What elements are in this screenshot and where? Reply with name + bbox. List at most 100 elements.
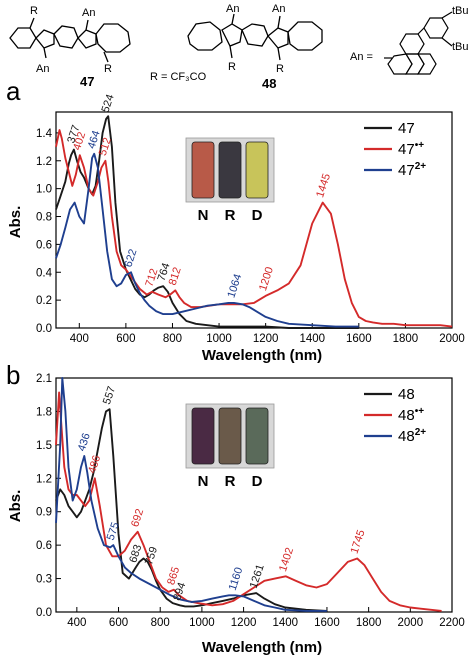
bond bbox=[103, 51, 109, 63]
peak-label: 1200 bbox=[257, 265, 276, 292]
ring bbox=[95, 23, 131, 53]
y-tick-label: 0.3 bbox=[36, 574, 52, 586]
peak-label: 486 bbox=[86, 454, 103, 475]
ring bbox=[423, 17, 449, 39]
ring bbox=[187, 21, 223, 51]
y-tick-label: 1.4 bbox=[36, 128, 53, 140]
legend-entry: 48•+ bbox=[398, 406, 424, 424]
axes: 400 600 800 1000 1200 1400 1600 1800 2000 0.0 0.2 0… bbox=[36, 111, 465, 345]
ring bbox=[53, 25, 79, 49]
peak-label: 575 bbox=[105, 521, 122, 542]
y-tick-label: 1.2 bbox=[36, 473, 52, 485]
structure-47-substituent: An bbox=[36, 63, 49, 75]
peak-label: 1160 bbox=[227, 566, 246, 592]
bond bbox=[441, 11, 453, 19]
legend-entry: 47•+ bbox=[398, 140, 424, 158]
x-tick-label: 400 bbox=[70, 333, 89, 345]
peak-label: 1064 bbox=[225, 272, 244, 299]
x-tick-label: 1200 bbox=[253, 333, 279, 345]
vial bbox=[245, 141, 269, 199]
x-axis-label-b: Wavelength (nm) bbox=[202, 639, 322, 656]
ring bbox=[241, 23, 269, 47]
vial-label: D bbox=[252, 207, 263, 224]
y-axis-label-b: Abs. bbox=[7, 490, 24, 523]
y-tick-label: 0.4 bbox=[36, 267, 53, 279]
x-tick-label: 2000 bbox=[398, 617, 424, 629]
x-tick-label: 2200 bbox=[439, 617, 465, 629]
x-tick-label: 1200 bbox=[231, 617, 257, 629]
peak-label: 377 bbox=[65, 124, 82, 145]
structure-47-substituent: R bbox=[30, 5, 38, 17]
peak-label: 524 bbox=[100, 93, 117, 114]
x-tick-label: 800 bbox=[163, 333, 182, 345]
structure-48 bbox=[187, 13, 323, 61]
plot-frame bbox=[55, 111, 453, 329]
y-tick-label: 1.5 bbox=[36, 440, 52, 452]
series-line-3 bbox=[55, 152, 359, 328]
bond bbox=[43, 47, 47, 59]
an-label: An = bbox=[350, 51, 373, 63]
x-tick-label: 1000 bbox=[206, 333, 232, 345]
legend-entry: 48 bbox=[398, 386, 415, 403]
peak-label: 894 bbox=[171, 581, 188, 602]
peak-label: 436 bbox=[76, 432, 93, 453]
x-tick-label: 1600 bbox=[346, 333, 372, 345]
x-tick-label: 400 bbox=[67, 617, 86, 629]
bond bbox=[29, 17, 35, 29]
legend: 48 48•+ 482+ bbox=[364, 386, 426, 445]
series-layer bbox=[55, 377, 442, 612]
axes: 400 600 800 1000 1200 1400 1600 1800 2000 2200 0.0… bbox=[36, 373, 465, 629]
x-tick-label: 1800 bbox=[356, 617, 382, 629]
x-tick-label: 1400 bbox=[272, 617, 298, 629]
ring bbox=[35, 29, 55, 49]
legend: 47 47•+ 472+ bbox=[364, 120, 426, 179]
bond bbox=[85, 19, 89, 31]
vial bbox=[191, 141, 215, 199]
peak-label: 557 bbox=[101, 385, 118, 406]
x-tick-label: 1600 bbox=[314, 617, 340, 629]
peak-label: 1745 bbox=[349, 528, 368, 555]
peak-label: 622 bbox=[122, 248, 139, 269]
x-tick-label: 1400 bbox=[299, 333, 325, 345]
y-tick-label: 0.2 bbox=[36, 295, 52, 307]
peak-label: 759 bbox=[143, 545, 160, 566]
structure-48-substituent: R bbox=[276, 63, 284, 75]
panel-b: 400 600 800 1000 1200 1400 1600 1800 2000 2200 0.0… bbox=[36, 373, 465, 629]
peak-label: 1445 bbox=[314, 172, 333, 199]
series-layer bbox=[55, 115, 453, 329]
peak-label: 464 bbox=[86, 129, 103, 150]
peak-label: 692 bbox=[129, 507, 146, 528]
plot-frame bbox=[55, 377, 453, 613]
bond bbox=[277, 15, 281, 29]
panel-label-b: b bbox=[6, 360, 20, 390]
y-axis-label-a: Abs. bbox=[7, 206, 24, 239]
peak-label: 764 bbox=[156, 262, 173, 283]
ring bbox=[416, 53, 437, 75]
x-tick-label: 600 bbox=[116, 333, 135, 345]
vial bbox=[218, 407, 242, 465]
legend-entry: 472+ bbox=[398, 161, 426, 179]
vial-label: N bbox=[198, 473, 209, 490]
peak-label: 683 bbox=[127, 543, 144, 564]
tbu-label: tBu bbox=[452, 41, 469, 53]
ring bbox=[9, 27, 37, 49]
bond bbox=[441, 37, 453, 47]
x-tick-label: 2000 bbox=[439, 333, 465, 345]
structure-47-substituent: R bbox=[104, 63, 112, 75]
structure-47 bbox=[9, 17, 131, 63]
x-tick-label: 600 bbox=[109, 617, 128, 629]
panel-a: 400 600 800 1000 1200 1400 1600 1800 2000 0.0 0.2 0… bbox=[36, 93, 465, 345]
peak-label: 865 bbox=[165, 565, 182, 586]
legend-entry: 47 bbox=[398, 120, 415, 137]
anthracene-structure bbox=[384, 11, 453, 75]
y-tick-label: 0.6 bbox=[36, 540, 52, 552]
peak-label: 402 bbox=[71, 131, 88, 152]
bond bbox=[229, 45, 233, 59]
peak-label: 512 bbox=[97, 136, 114, 157]
legend-entry: 482+ bbox=[398, 427, 426, 445]
ring bbox=[287, 21, 323, 51]
x-tick-label: 1000 bbox=[189, 617, 215, 629]
y-tick-label: 0.0 bbox=[36, 607, 52, 619]
